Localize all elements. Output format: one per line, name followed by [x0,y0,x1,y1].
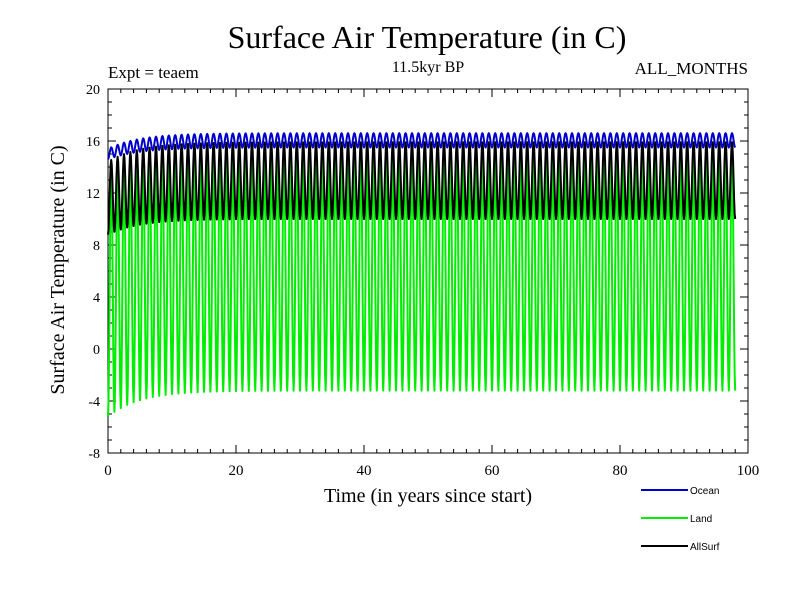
y-tick-label: 0 [93,343,100,358]
legend-label-land: Land [690,514,712,525]
y-tick-label: 20 [86,83,100,98]
series-line-ocean [107,132,737,160]
x-tick-label: 0 [104,463,112,479]
chart-subtitle: 11.5kyr BP [392,59,464,76]
chart-title: Surface Air Temperature (in C) [228,19,627,55]
series-line-land [107,150,737,417]
y-axis-label: Surface Air Temperature (in C) [47,145,69,394]
y-tick-label: -8 [88,447,100,462]
x-tick-label: 80 [613,463,628,479]
legend-label-ocean: Ocean [690,486,719,497]
y-tick-label: 16 [86,135,100,150]
series-line-allsurf [107,141,737,235]
x-axis-label: Time (in years since start) [324,485,532,507]
legend: Ocean Land AllSurf [641,486,720,553]
x-tick-label: 100 [737,463,760,479]
y-tick-label: 8 [93,239,100,254]
legend-label-allsurf: AllSurf [690,542,720,553]
months-label: ALL_MONTHS [635,59,748,78]
x-tick-label: 40 [357,463,372,479]
y-tick-label: 12 [86,187,100,202]
x-tick-label: 20 [229,463,244,479]
plot-frame [107,88,749,454]
experiment-label: Expt = teaem [108,63,199,82]
x-tick-label: 60 [485,463,500,479]
y-tick-label: 4 [93,291,100,306]
y-tick-label: -4 [88,395,100,410]
plot-area: 0 20 40 60 80 100 -8 -4 0 4 8 12 16 20 [86,83,759,479]
